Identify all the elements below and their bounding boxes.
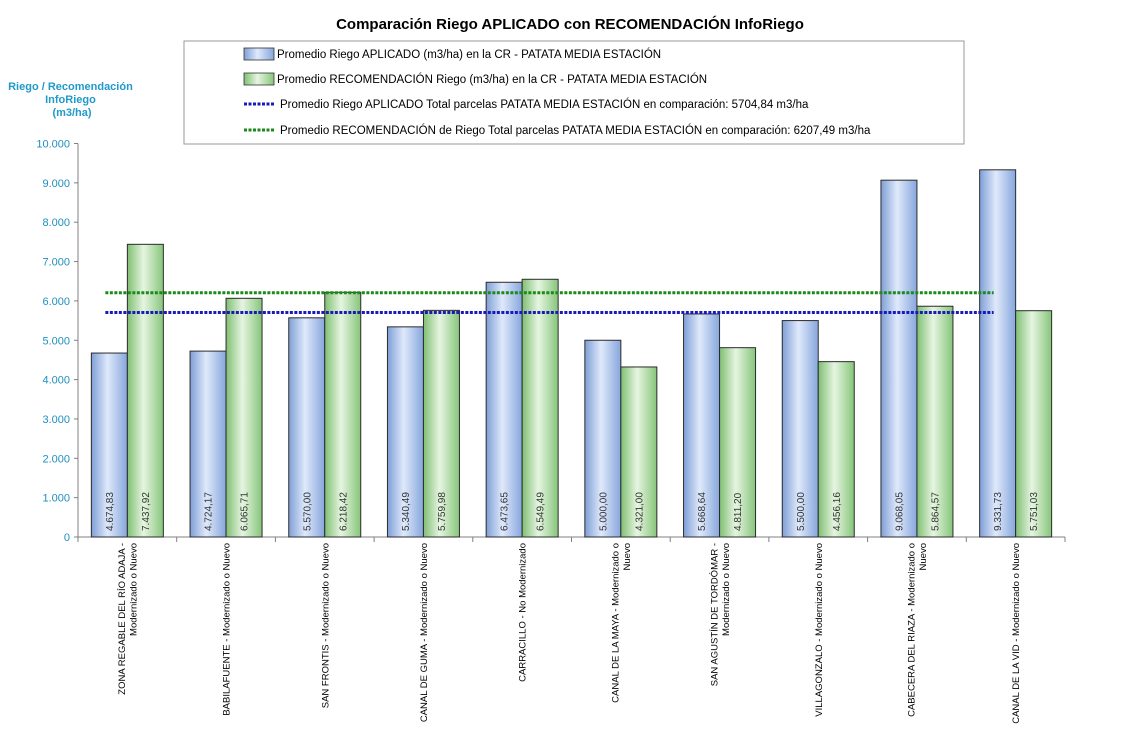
y-tick-label: 3.000 <box>42 414 70 426</box>
data-label: 6.218,42 <box>338 492 349 531</box>
y-axis-title-line-1: Riego / Recomendación <box>8 81 133 93</box>
legend: Promedio Riego APLICADO (m3/ha) en la CR… <box>183 40 965 145</box>
x-tick-label: Modernizado o Nuevo <box>129 543 140 636</box>
bar-recomendacion <box>521 278 559 538</box>
y-tick-label: 2.000 <box>42 453 70 465</box>
reference-lines <box>105 291 994 315</box>
bar-recomendacion <box>1015 310 1053 538</box>
x-tick-label: SAN FRONTIS - Modernizado o Nuevo <box>320 543 331 708</box>
data-label: 5.668,64 <box>697 492 708 531</box>
data-label: 7.437,92 <box>141 492 152 531</box>
bar-recomendacion <box>916 305 954 538</box>
y-tick-label: 10.000 <box>36 139 70 151</box>
x-tick-label: VILLAGONZALO - Modernizado o Nuevo <box>814 543 825 717</box>
data-label: 5.340,49 <box>401 492 412 531</box>
bar-recomendacion <box>719 347 757 538</box>
data-label: 6.065,71 <box>240 492 251 531</box>
bar-aplicado <box>880 179 918 538</box>
x-tick-label: CARRACILLO - No Modernizado <box>518 543 529 682</box>
data-label: 9.068,05 <box>894 492 905 531</box>
y-tick-label: 1.000 <box>42 493 70 505</box>
bar-aplicado <box>386 326 424 538</box>
legend-label-aplicado: Promedio Riego APLICADO (m3/ha) en la CR… <box>277 48 661 61</box>
legend-box <box>183 40 965 145</box>
data-labels: 4.674,83 4.724,17 5.570,00 5.340,49 6.473,65… <box>105 492 1040 531</box>
bar-aplicado <box>288 317 326 538</box>
x-tick-label: Nuevo <box>918 543 929 570</box>
bar-aplicado <box>90 352 128 538</box>
data-label: 4.811,20 <box>733 492 744 531</box>
data-label: 5.000,00 <box>598 492 609 531</box>
bar-aplicado <box>781 320 819 538</box>
legend-swatch-aplicado <box>243 47 275 61</box>
chart-title: Comparación Riego APLICADO con RECOMENDA… <box>336 15 804 33</box>
x-tick-label: CABECERA DEL RIAZA - Modernizado o <box>907 543 918 717</box>
bar-aplicado <box>189 350 227 538</box>
x-tick-label: CANAL DE LA MAYA - Modernizado o <box>611 543 622 703</box>
bar-recomendacion <box>422 309 460 538</box>
legend-label-recomendacion: Promedio RECOMENDACIÓN Riego (m3/ha) en … <box>277 73 707 86</box>
y-tick-label: 9.000 <box>42 178 70 190</box>
data-label: 5.500,00 <box>796 492 807 531</box>
y-tick-label: 8.000 <box>42 217 70 229</box>
legend-label-aplicado-total: Promedio Riego APLICADO Total parcelas P… <box>280 98 809 111</box>
x-tick-label: Nuevo <box>622 543 633 570</box>
x-tick-label: ZONA REGABLE DEL RÍO ADAJA - <box>117 543 128 695</box>
y-axis-title-line-2: InfoRiego <box>45 94 96 106</box>
data-label: 5.759,98 <box>437 492 448 531</box>
y-axis-title: Riego / Recomendación InfoRiego (m3/ha) <box>8 81 136 119</box>
bar-recomendacion <box>620 366 658 538</box>
y-tick-label: 6.000 <box>42 296 70 308</box>
x-tick-label: Modernizado o Nuevo <box>721 543 732 636</box>
bars <box>90 169 1053 538</box>
data-label: 6.473,65 <box>500 492 511 531</box>
data-label: 5.570,00 <box>302 492 313 531</box>
bar-recomendacion <box>225 297 263 538</box>
data-label: 4.674,83 <box>105 492 116 531</box>
x-tick-label: CANAL DE LA VID - Modernizado o Nuevo <box>1011 543 1022 724</box>
x-tick-label: BABILAFUENTE - Modernizado o Nuevo <box>222 543 233 716</box>
x-tick-labels: ZONA REGABLE DEL RÍO ADAJA - Modernizado … <box>117 543 1022 724</box>
data-label: 4.724,17 <box>204 492 215 531</box>
bar-recomendacion <box>324 291 362 538</box>
x-tick-label: CANAL DE GUMA - Modernizado o Nuevo <box>419 543 430 722</box>
data-label: 9.331,73 <box>993 492 1004 531</box>
axes: 0 1.000 2.000 3.000 4.000 5.000 6.000 7.000 8.00… <box>36 139 1066 544</box>
legend-label-recomendacion-total: Promedio RECOMENDACIÓN de Riego Total pa… <box>280 124 871 137</box>
x-tick-label: SAN AGUSTÍN DE TORDÓMAR - <box>709 543 720 686</box>
data-label: 4.321,00 <box>634 492 645 531</box>
bar-recomendacion <box>817 361 855 538</box>
data-label: 4.456,16 <box>832 492 843 531</box>
legend-swatch-recomendacion <box>243 72 275 86</box>
bar-aplicado <box>979 169 1017 538</box>
y-tick-label: 4.000 <box>42 375 70 387</box>
y-tick-label: 7.000 <box>42 257 70 269</box>
y-tick-label: 0 <box>64 532 70 544</box>
y-axis-title-line-3: (m3/ha) <box>52 107 91 119</box>
y-tick-label: 5.000 <box>42 335 70 347</box>
data-label: 5.751,03 <box>1029 492 1040 531</box>
data-label: 6.549,49 <box>536 492 547 531</box>
data-label: 5.864,57 <box>930 492 941 531</box>
